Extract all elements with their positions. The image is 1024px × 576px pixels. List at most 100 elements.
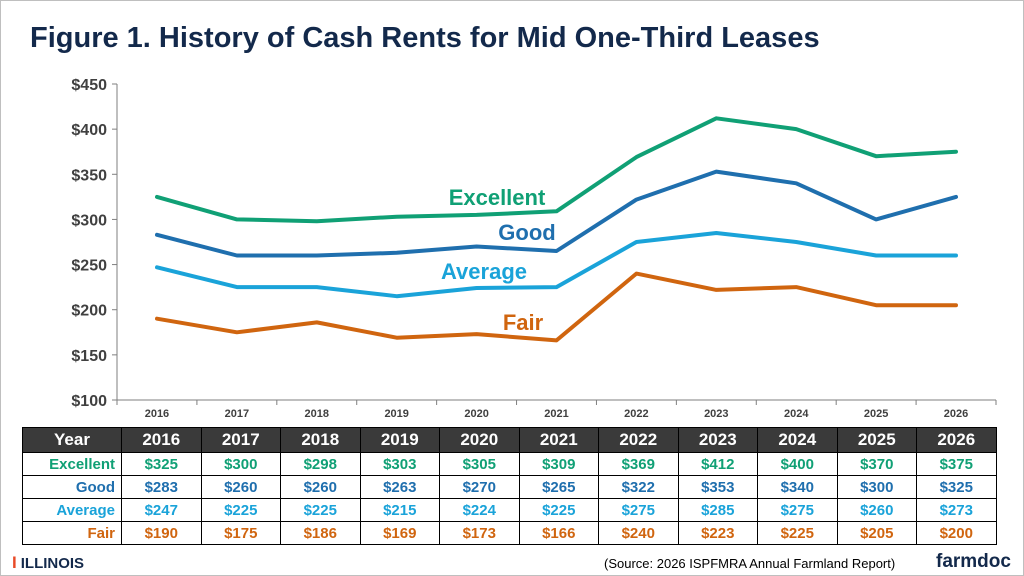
y-tick-label: $100 [71,393,107,410]
table-cell: $175 [200,521,281,545]
y-tick-label: $150 [71,348,107,365]
table-header-cell: 2016 [121,427,202,453]
table-cell: $200 [916,521,997,545]
x-tick-label: 2020 [464,408,488,420]
series-label-fair: Fair [503,310,544,335]
x-tick-label: 2017 [225,408,249,420]
series-label-good: Good [498,220,555,245]
table-cell: $186 [280,521,361,545]
illinois-block-i-icon: I [12,553,17,572]
y-tick-label: $200 [71,303,107,320]
data-table: Year 2016 2017 2018 2019 2020 2021 2022 2023 2024… [22,427,997,545]
table-header-cell: 2023 [677,427,758,453]
table-row: Average $247 $225 $225 $215 $224 $225 $275 $285 $… [22,498,997,522]
series-label-excellent: Excellent [449,185,546,210]
x-tick-label: 2021 [544,408,568,420]
series-line-average [155,231,958,299]
x-tick-label: 2024 [784,408,809,420]
page-title: Figure 1. History of Cash Rents for Mid … [30,22,820,54]
farmdoc-logo: farmdoc [936,551,1011,572]
line-chart: $450 $400 $350 $300 $250 $200 $150 $100 2016 2017… [71,77,997,420]
table-row: Excellent $325 $300 $298 $303 $305 $309 $369 $41… [22,452,997,476]
table-row-label: Average [22,498,122,522]
table-header-cell: 2018 [280,427,361,453]
table-header-cell: 2025 [836,427,917,453]
table-header-cell: 2021 [518,427,599,453]
table-cell: $375 [916,452,997,476]
y-tick-label: $450 [71,77,107,94]
table-cell: $273 [916,498,997,522]
table-cell: $285 [677,498,758,522]
table-cell: $265 [518,475,599,499]
table-cell: $353 [677,475,758,499]
table-cell: $340 [757,475,838,499]
illinois-logo: I ILLINOIS [12,553,84,573]
table-cell: $369 [598,452,679,476]
table-cell: $260 [200,475,281,499]
table-cell: $205 [836,521,917,545]
table-row-label: Good [22,475,122,499]
illinois-logo-text: ILLINOIS [20,555,85,572]
series-line-fair [155,271,958,343]
table-row-label: Fair [22,521,122,545]
table-header-cell: 2020 [439,427,520,453]
table-cell: $400 [757,452,838,476]
table-cell: $305 [439,452,520,476]
table-header-cell: 2022 [598,427,679,453]
series-line-excellent [155,116,958,224]
table-cell: $190 [121,521,202,545]
table-cell: $275 [757,498,838,522]
y-tick-label: $400 [71,122,107,139]
table-cell: $283 [121,475,202,499]
table-cell: $263 [359,475,440,499]
table-cell: $225 [757,521,838,545]
table-cell: $260 [280,475,361,499]
y-tick-label: $300 [71,212,107,229]
x-tick-label: 2022 [624,408,648,420]
table-cell: $223 [677,521,758,545]
table-cell: $325 [121,452,202,476]
table-cell: $303 [359,452,440,476]
table-header-cell: 2017 [200,427,281,453]
table-cell: $169 [359,521,440,545]
table-cell: $300 [836,475,917,499]
x-tick-label: 2018 [305,408,329,420]
x-tick-label: 2019 [384,408,408,420]
table-header-cell: 2024 [757,427,838,453]
source-note: (Source: 2026 ISPFMRA Annual Farmland Re… [604,556,896,571]
table-cell: $225 [280,498,361,522]
table-cell: $247 [121,498,202,522]
table-cell: $322 [598,475,679,499]
x-tick-label: 2016 [145,408,169,420]
table-cell: $370 [836,452,917,476]
table-cell: $225 [518,498,599,522]
table-row: Fair $190 $175 $186 $169 $173 $166 $240 $223 $225… [22,521,997,545]
table-cell: $300 [200,452,281,476]
table-cell: $275 [598,498,679,522]
table-cell: $260 [836,498,917,522]
x-tick-label: 2025 [864,408,888,420]
y-tick-label: $350 [71,167,107,184]
table-row: Good $283 $260 $260 $263 $270 $265 $322 $353 $340… [22,475,997,499]
table-row-label: Excellent [22,452,122,476]
table-cell: $325 [916,475,997,499]
table-header-cell: 2019 [359,427,440,453]
table-cell: $270 [439,475,520,499]
series-label-average: Average [441,259,527,284]
series-line-good [155,169,958,258]
table-cell: $412 [677,452,758,476]
table-header-row: Year 2016 2017 2018 2019 2020 2021 2022 2023 2024… [22,427,997,453]
table-cell: $298 [280,452,361,476]
table-cell: $240 [598,521,679,545]
table-cell: $166 [518,521,599,545]
x-tick-label: 2026 [944,408,968,420]
y-tick-label: $250 [71,258,107,275]
x-tick-label: 2023 [704,408,728,420]
table-cell: $173 [439,521,520,545]
table-cell: $309 [518,452,599,476]
table-cell: $215 [359,498,440,522]
table-header-cell: Year [22,427,122,453]
table-cell: $225 [200,498,281,522]
table-header-cell: 2026 [916,427,997,453]
table-cell: $224 [439,498,520,522]
